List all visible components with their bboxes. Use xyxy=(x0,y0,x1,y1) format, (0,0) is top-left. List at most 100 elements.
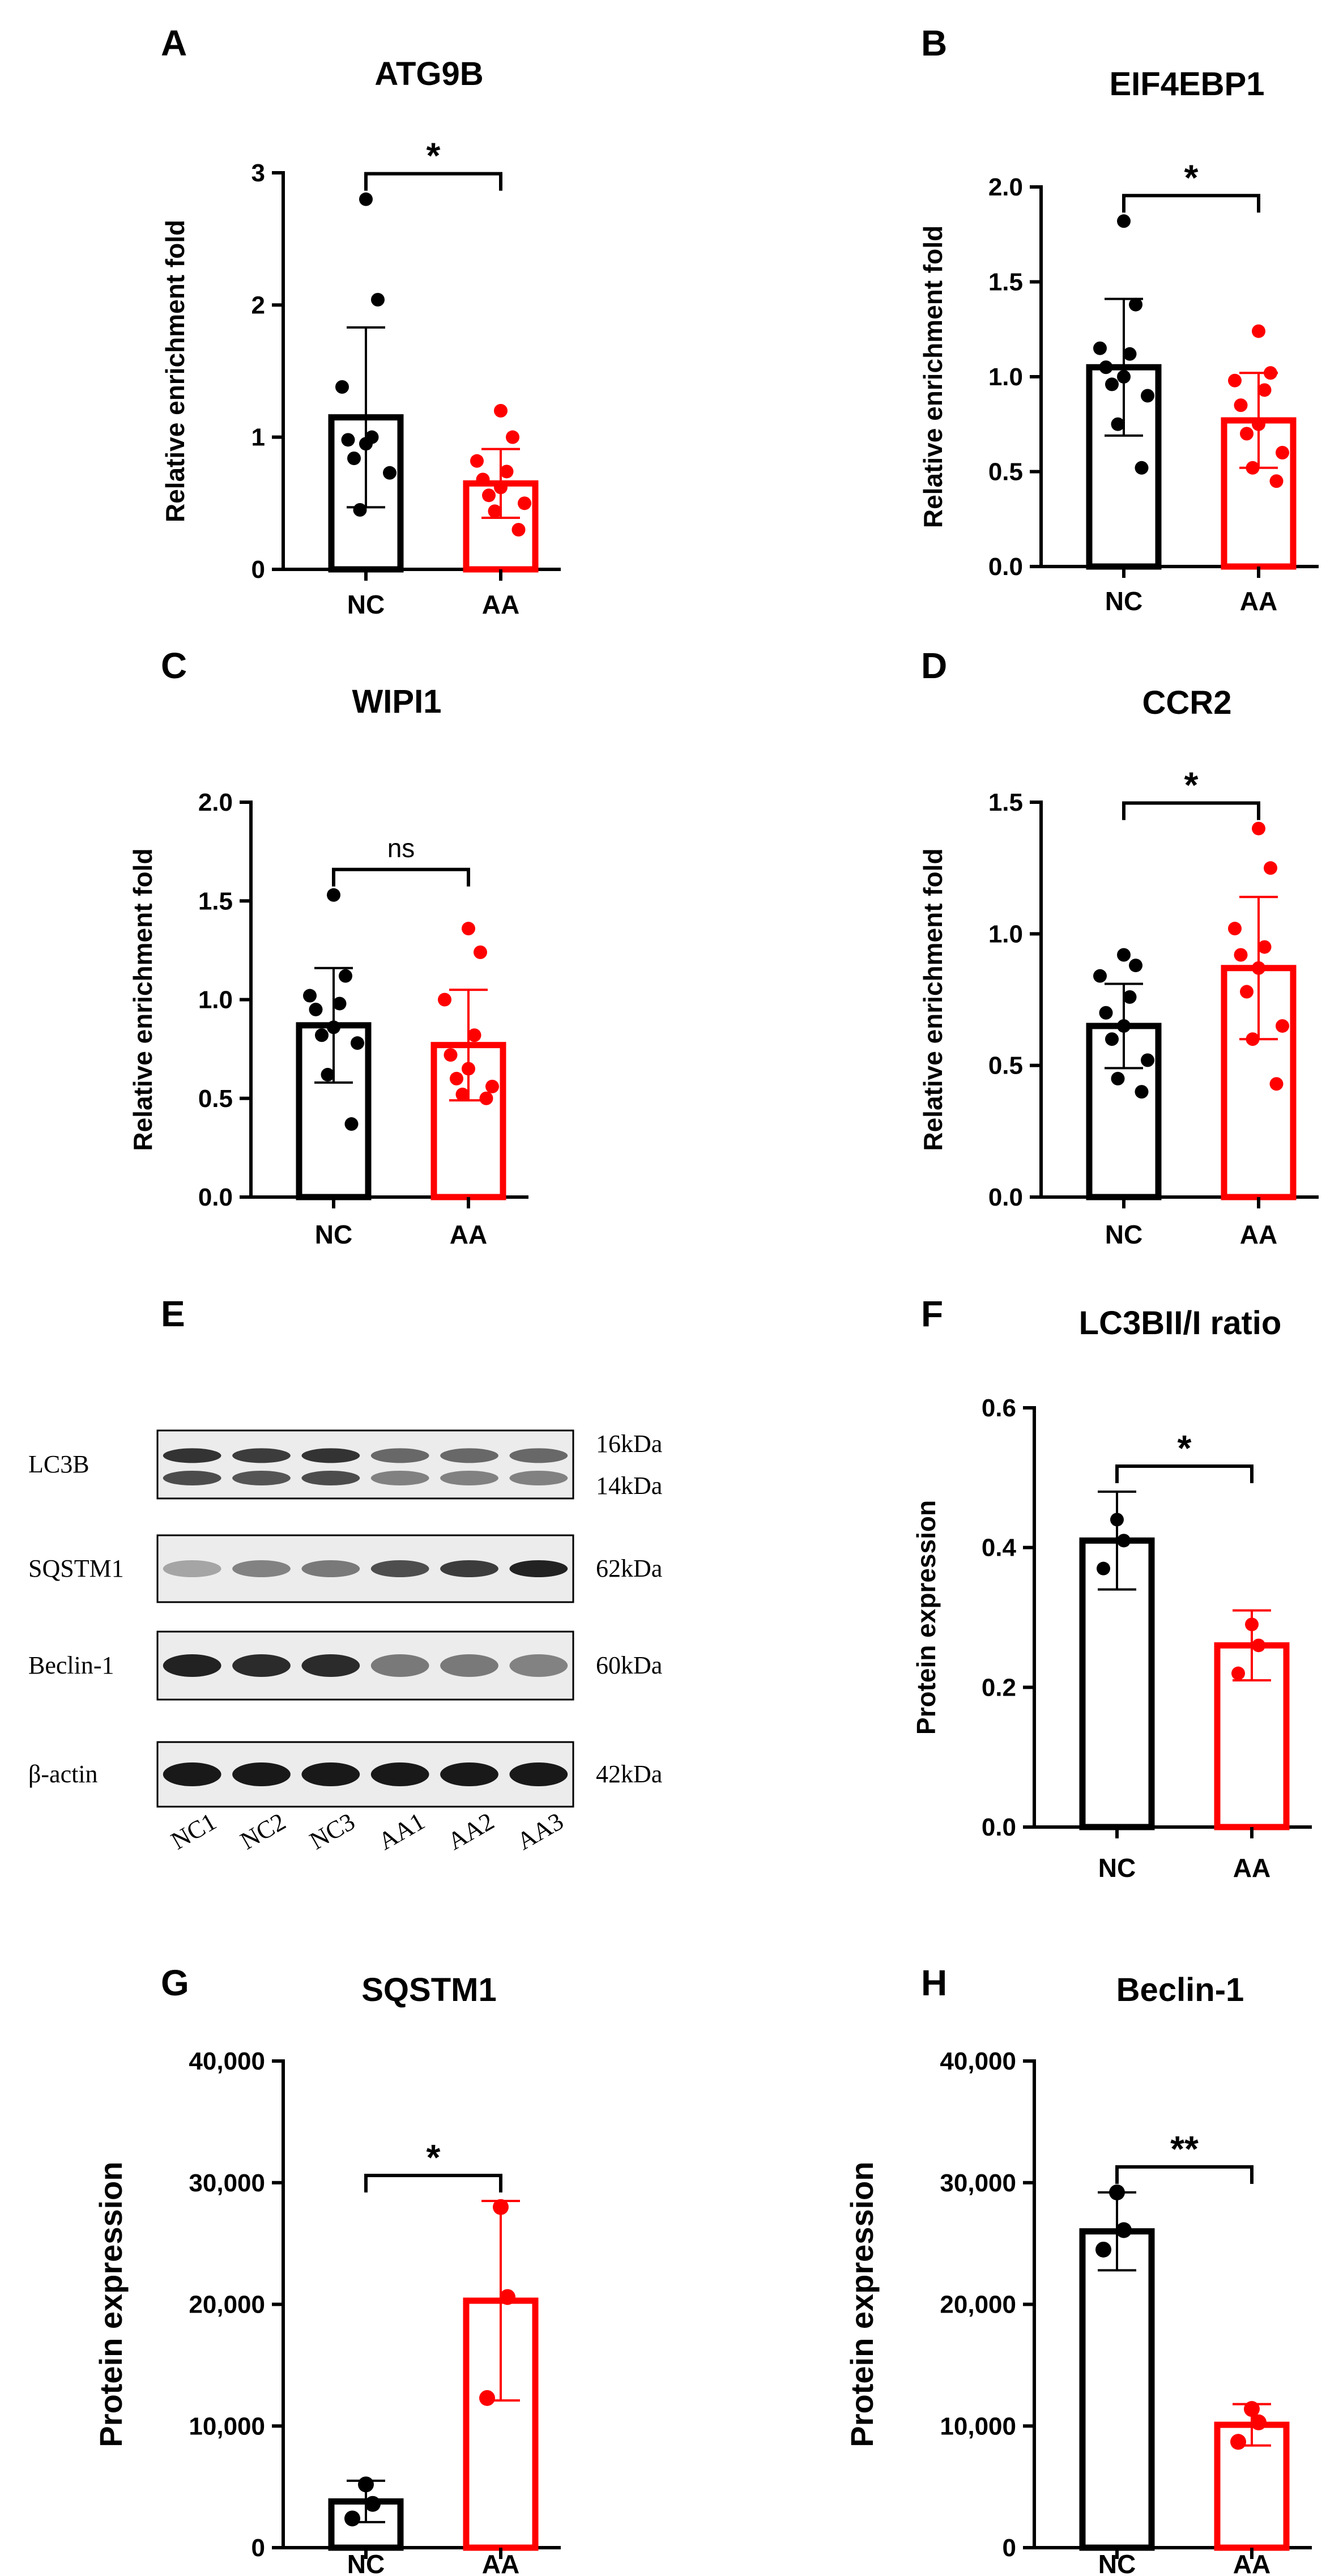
data-point xyxy=(1228,922,1242,936)
data-point xyxy=(1093,341,1107,355)
significance-bracket xyxy=(1122,194,1260,213)
blot-band xyxy=(509,1560,568,1577)
y-tick-label: 20,000 xyxy=(940,2291,1016,2319)
data-point xyxy=(1129,297,1142,312)
chart-title: EIF4EBP1 xyxy=(1110,66,1265,103)
data-point xyxy=(1252,821,1265,836)
y-tick-label: 1.5 xyxy=(198,887,233,915)
data-point xyxy=(1117,214,1131,228)
data-point xyxy=(462,922,475,936)
blot-band xyxy=(440,1762,498,1786)
data-point xyxy=(1123,990,1137,1004)
data-point xyxy=(482,488,496,503)
significance-bracket xyxy=(364,172,502,191)
significance-label: ns xyxy=(387,833,415,863)
chart-title: WIPI1 xyxy=(352,683,442,720)
blot-band xyxy=(232,1448,291,1463)
x-category-label: NC xyxy=(347,590,385,619)
x-category-label: NC xyxy=(315,1220,352,1249)
y-tick-label: 0.0 xyxy=(988,1183,1023,1211)
data-point xyxy=(1246,1032,1260,1046)
x-category-label: NC xyxy=(1105,1220,1142,1249)
blot-size-marker: 42kDa xyxy=(596,1760,662,1788)
y-tick-label: 0 xyxy=(251,2534,265,2562)
data-point xyxy=(1097,1561,1110,1576)
y-tick-label: 0.5 xyxy=(988,1052,1023,1080)
data-point xyxy=(500,2289,515,2305)
data-point xyxy=(438,993,451,1007)
blot-frame xyxy=(156,1741,574,1808)
blot-band xyxy=(163,1654,221,1677)
chart-b: EIF4EBP1 0.0 0.5 1.0 1.5 2.0 Relative enrichme… xyxy=(918,66,1319,616)
data-point xyxy=(500,465,514,479)
chart-f: LC3BII/I ratio 0.0 0.2 0.4 0.6 Protein expres… xyxy=(911,1305,1312,1883)
data-point xyxy=(1141,389,1154,403)
data-point xyxy=(1129,959,1142,973)
data-point xyxy=(1264,366,1277,380)
data-point xyxy=(1117,1019,1131,1033)
data-point xyxy=(1135,461,1149,475)
y-axis-label: Relative enrichment fold xyxy=(918,848,948,1151)
significance-bracket xyxy=(332,867,470,887)
panel-letter-b: B xyxy=(921,23,947,63)
blot-band xyxy=(370,1654,429,1677)
data-point xyxy=(450,1071,463,1085)
chart-title: LC3BII/I ratio xyxy=(1079,1305,1282,1342)
data-point xyxy=(1245,1617,1259,1632)
panel-letter-a: A xyxy=(161,23,187,63)
blot-band xyxy=(440,1448,498,1463)
panel-letter-d: D xyxy=(921,645,947,686)
data-point xyxy=(341,433,355,447)
blot-row-label: SQSTM1 xyxy=(28,1555,124,1582)
x-category-label: AA xyxy=(1233,2549,1270,2576)
blot-band xyxy=(301,1762,360,1786)
x-category-label: NC xyxy=(1098,2549,1136,2576)
blot-size-marker: 62kDa xyxy=(596,1555,662,1582)
y-tick-label: 1.0 xyxy=(988,363,1023,391)
panel-letter-h: H xyxy=(921,1962,947,2003)
chart-a: ATG9B 0 1 2 3 Relative enrichment fold NC AA * xyxy=(160,56,561,619)
data-point xyxy=(1276,1019,1289,1033)
data-point xyxy=(1251,2414,1267,2430)
data-point xyxy=(488,504,502,518)
x-category-label: AA xyxy=(482,2549,519,2576)
chart-title: SQSTM1 xyxy=(361,1972,497,2008)
data-point xyxy=(344,1117,359,1131)
data-point xyxy=(1111,417,1125,431)
data-point xyxy=(1244,2401,1260,2417)
significance-label: * xyxy=(427,2137,441,2178)
data-point xyxy=(359,192,373,206)
data-point xyxy=(1230,2434,1246,2450)
data-point xyxy=(1264,861,1277,875)
data-point xyxy=(1246,461,1260,475)
blot-band xyxy=(232,1762,291,1786)
significance-bracket xyxy=(364,2173,502,2192)
x-category-label: AA xyxy=(482,590,519,619)
significance-label: * xyxy=(1184,764,1199,805)
blot-band xyxy=(440,1471,498,1485)
blot-lane-label: AA2 xyxy=(443,1807,499,1855)
significance-label: * xyxy=(1178,1428,1192,1468)
data-point xyxy=(1141,1053,1154,1067)
blot-band xyxy=(509,1762,568,1786)
y-tick-label: 0.2 xyxy=(982,1674,1016,1701)
data-point xyxy=(335,380,349,394)
y-tick-label: 0.0 xyxy=(198,1183,233,1211)
y-tick-label: 30,000 xyxy=(940,2169,1016,2197)
significance-bracket xyxy=(1115,1464,1254,1483)
chart-title: Beclin-1 xyxy=(1116,1972,1244,2008)
x-category-label: NC xyxy=(1098,1853,1136,1883)
x-category-label: NC xyxy=(347,2549,385,2576)
data-point xyxy=(493,2199,509,2215)
panel-letter-g: G xyxy=(161,1962,189,2003)
blot-band xyxy=(163,1560,221,1577)
data-point xyxy=(494,404,508,418)
blot-size-marker: 16kDa xyxy=(596,1430,662,1458)
blot-band xyxy=(509,1654,568,1677)
blot-band xyxy=(370,1762,429,1786)
blot-band xyxy=(440,1654,498,1677)
chart-c: WIPI1 0.0 0.5 1.0 1.5 2.0 Relative enrichment … xyxy=(128,683,528,1249)
data-point xyxy=(359,437,373,451)
blot-band xyxy=(370,1471,429,1485)
